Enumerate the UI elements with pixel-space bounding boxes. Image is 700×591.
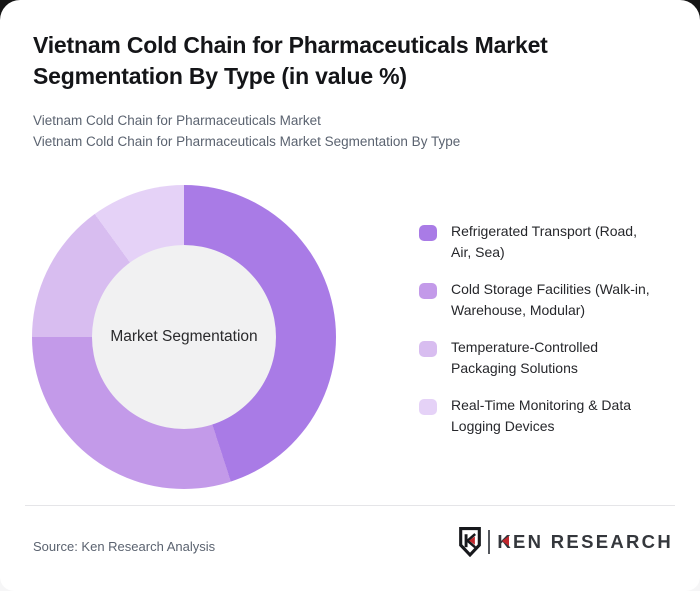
legend-label: Cold Storage Facilities (Walk-in, Wareho… [451, 281, 650, 318]
legend-swatch [419, 399, 437, 415]
chart-subtitle: Vietnam Cold Chain for Pharmaceuticals M… [33, 110, 673, 152]
legend-swatch [419, 341, 437, 357]
footer-divider [25, 505, 675, 506]
page-title: Vietnam Cold Chain for Pharmaceuticals M… [33, 32, 548, 89]
source-note: Source: Ken Research Analysis [33, 539, 216, 554]
donut-chart-area: Market Segmentation [32, 185, 336, 489]
chart-legend: Refrigerated Transport (Road, Air, Sea) … [419, 221, 677, 437]
legend-item: Real-Time Monitoring & Data Logging Devi… [419, 395, 677, 437]
logo-divider [487, 530, 491, 554]
legend-swatch [419, 225, 437, 241]
subtitle-line-2: Vietnam Cold Chain for Pharmaceuticals M… [33, 134, 461, 149]
ken-research-logo: KEN RESEARCH [458, 527, 673, 557]
legend-item: Refrigerated Transport (Road, Air, Sea) [419, 221, 677, 263]
brand-wordmark: KEN RESEARCH [497, 531, 673, 553]
legend-label: Refrigerated Transport (Road, Air, Sea) [451, 223, 637, 260]
legend-swatch [419, 283, 437, 299]
legend-item: Temperature-Controlled Packaging Solutio… [419, 337, 677, 379]
brand-text: KEN RESEARCH [497, 531, 673, 552]
legend-label: Temperature-Controlled Packaging Solutio… [451, 339, 599, 376]
subtitle-line-1: Vietnam Cold Chain for Pharmaceuticals M… [33, 113, 321, 128]
donut-center-label: Market Segmentation [110, 328, 258, 345]
shield-k-icon [459, 527, 481, 557]
legend-item: Cold Storage Facilities (Walk-in, Wareho… [419, 279, 677, 321]
donut-hole: Market Segmentation [92, 245, 276, 429]
legend-label: Real-Time Monitoring & Data Logging Devi… [451, 397, 631, 434]
